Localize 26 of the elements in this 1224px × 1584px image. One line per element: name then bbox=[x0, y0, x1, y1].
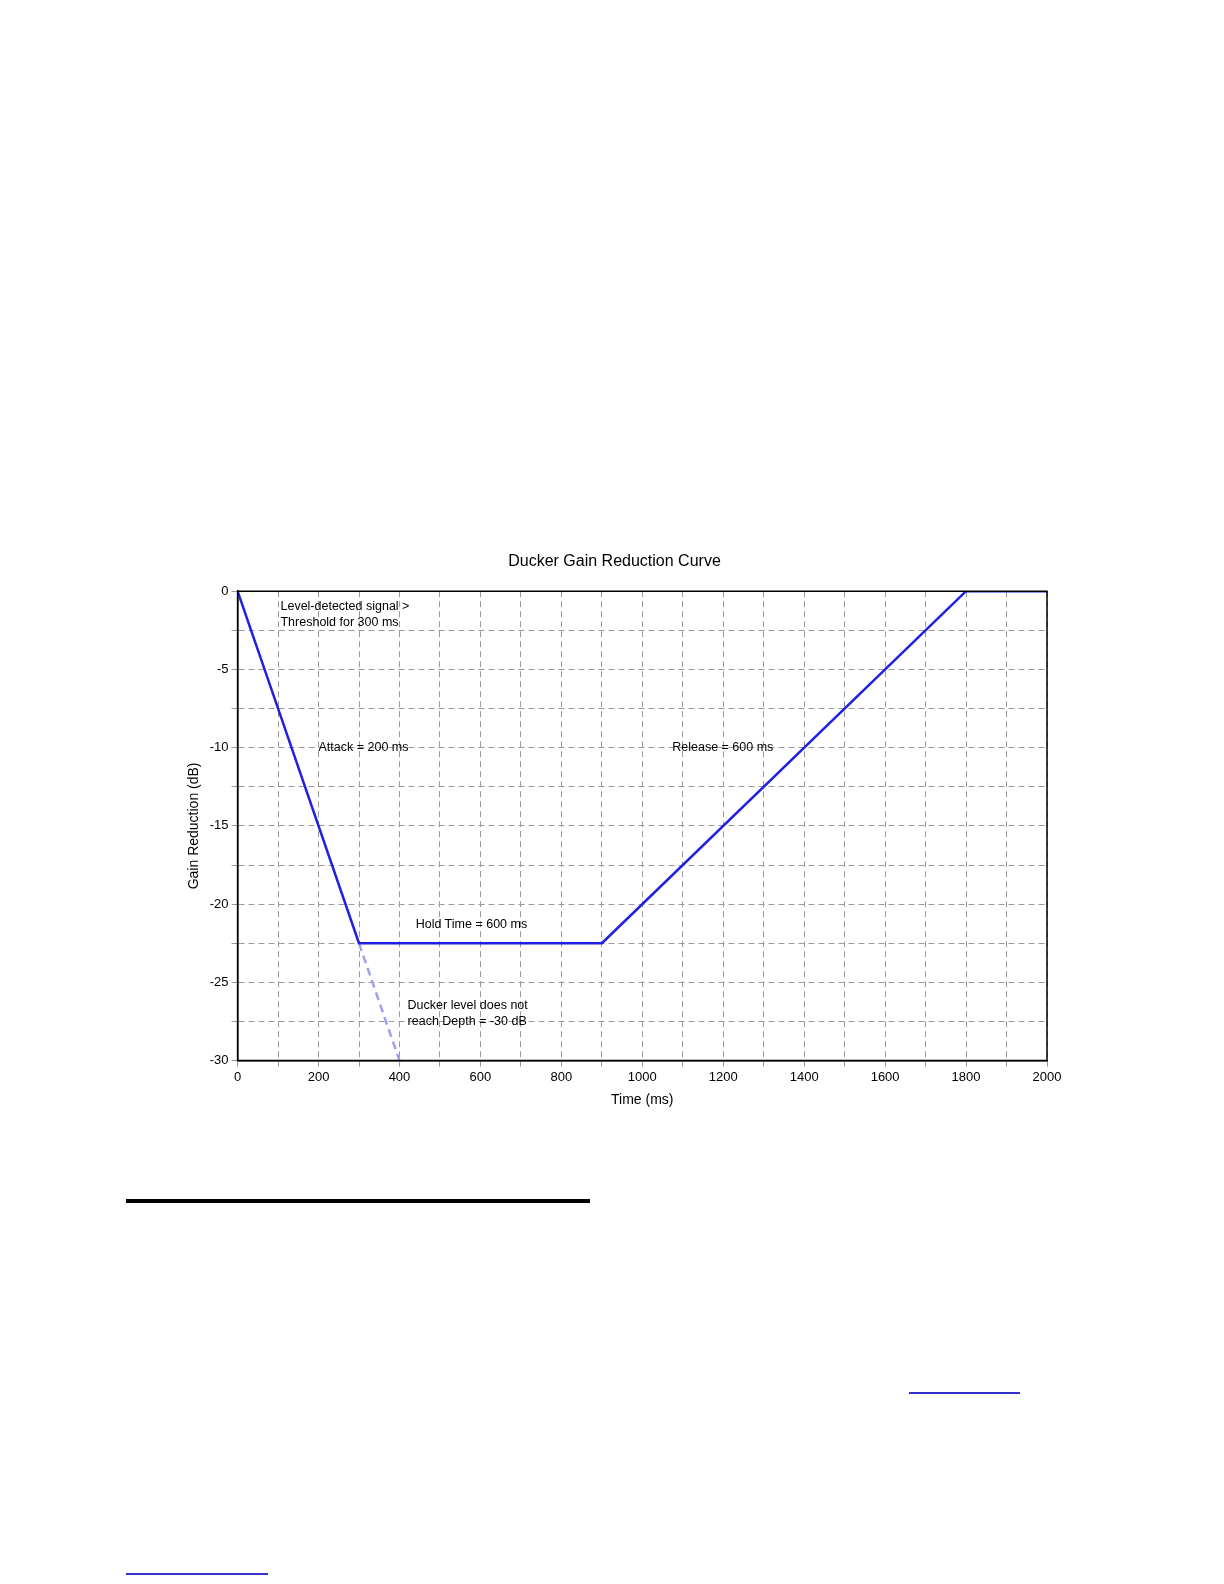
x-tick-label: 1400 bbox=[789, 1068, 819, 1084]
annotation: Attack = 200 ms bbox=[318, 739, 409, 754]
x-tick-label: 1200 bbox=[708, 1068, 738, 1084]
x-axis-title: Time (ms) bbox=[611, 1091, 674, 1108]
x-tick-label: 600 bbox=[469, 1068, 492, 1084]
y-tick-label: 0 bbox=[221, 582, 229, 598]
annotation: Level-detected signal > Threshold for 300 ms bbox=[280, 599, 410, 630]
x-tick-label: 200 bbox=[307, 1068, 330, 1084]
y-axis-title: Gain Reduction (dB) bbox=[185, 762, 202, 890]
y-tick-label: -20 bbox=[209, 895, 229, 911]
x-tick-label: 2000 bbox=[1032, 1068, 1062, 1084]
y-tick-label: -15 bbox=[209, 817, 229, 833]
y-tick-label: -25 bbox=[209, 973, 229, 989]
x-tick-label: 1000 bbox=[627, 1068, 657, 1084]
annotation: Release = 600 ms bbox=[672, 739, 774, 754]
x-tick-label: 800 bbox=[550, 1068, 573, 1084]
y-tick-label: -30 bbox=[209, 1052, 229, 1068]
annotation: Hold Time = 600 ms bbox=[415, 916, 528, 931]
x-tick-label: 1800 bbox=[951, 1068, 981, 1084]
chart-title: Ducker Gain Reduction Curve bbox=[508, 552, 721, 570]
x-tick-label: 400 bbox=[388, 1068, 411, 1084]
x-tick-label: 1600 bbox=[870, 1068, 900, 1084]
x-tick-label: 0 bbox=[233, 1068, 242, 1084]
y-tick-label: -5 bbox=[217, 661, 229, 677]
y-tick-label: -10 bbox=[209, 739, 229, 755]
annotation: Ducker level does not reach Depth = -30 dB bbox=[407, 998, 529, 1029]
